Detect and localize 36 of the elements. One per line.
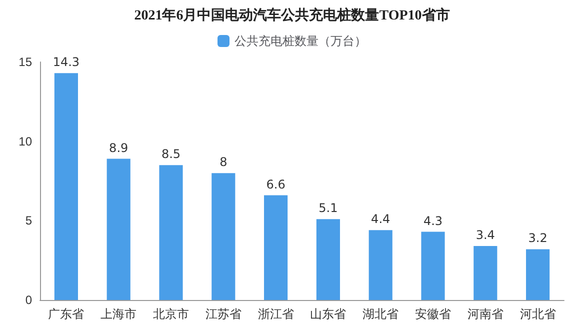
x-tick-label: 安徽省 xyxy=(415,307,451,321)
bar xyxy=(54,73,78,300)
data-label: 3.4 xyxy=(476,228,495,242)
x-tick-label: 江苏省 xyxy=(205,307,242,321)
y-tick-label: 0 xyxy=(25,293,32,307)
bar xyxy=(526,249,550,300)
x-tick-label: 广东省 xyxy=(48,307,84,321)
y-tick-label: 5 xyxy=(25,214,32,228)
x-tick-label: 山东省 xyxy=(310,307,346,321)
data-label: 4.3 xyxy=(423,214,443,228)
bar xyxy=(264,195,288,300)
data-label: 4.4 xyxy=(371,212,390,226)
x-tick-label: 湖北省 xyxy=(362,307,399,321)
data-label: 8.9 xyxy=(109,140,128,155)
bar xyxy=(474,246,498,300)
x-tick-label: 河北省 xyxy=(520,307,556,321)
data-label: 8.5 xyxy=(161,147,181,162)
legend-label: 公共充电桩数量（万台） xyxy=(234,34,366,48)
bar xyxy=(106,158,130,300)
y-tick-label: 10 xyxy=(18,134,32,148)
y-tick-label: 15 xyxy=(18,55,32,69)
data-label: 14.3 xyxy=(52,55,80,70)
bar xyxy=(421,232,445,300)
x-tick-label: 北京市 xyxy=(153,307,189,321)
x-tick-label: 上海市 xyxy=(100,307,137,321)
data-label: 8 xyxy=(220,155,228,170)
bar xyxy=(316,219,340,300)
data-label: 5.1 xyxy=(318,201,338,216)
bar xyxy=(159,165,183,300)
chart-title: 2021年6月中国电动汽车公共充电桩数量TOP10省市 xyxy=(134,6,450,24)
x-tick-label: 河南省 xyxy=(467,307,504,321)
data-label: 6.6 xyxy=(266,177,286,192)
bar xyxy=(368,230,392,300)
bar xyxy=(212,173,236,300)
data-label: 3.2 xyxy=(528,231,548,246)
x-tick-label: 浙江省 xyxy=(258,307,294,321)
